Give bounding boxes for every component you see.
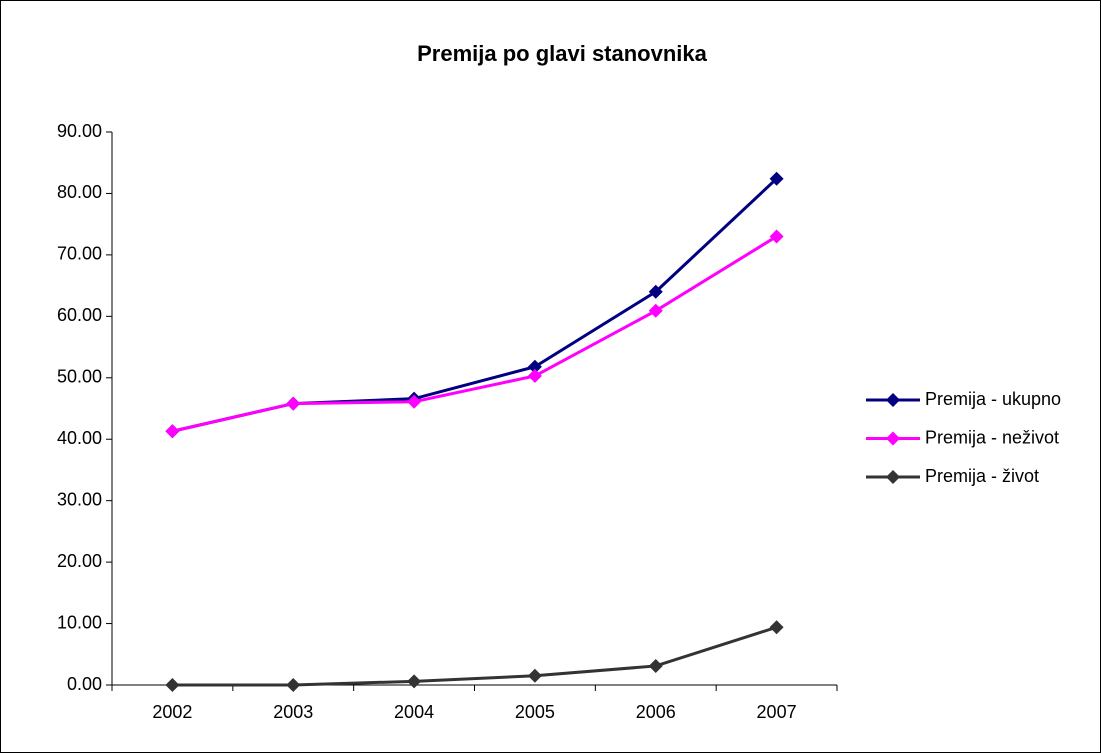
x-tick-label: 2002 (152, 702, 192, 722)
y-tick-label: 40.00 (57, 428, 102, 448)
chart-title: Premija po glavi stanovnika (417, 41, 708, 66)
data-point (769, 620, 784, 635)
data-point (648, 658, 663, 673)
x-tick-label: 2004 (394, 702, 434, 722)
data-point (165, 678, 180, 692)
y-tick-label: 60.00 (57, 305, 102, 325)
legend-label: Premija - ukupno (925, 389, 1061, 409)
data-point (286, 678, 301, 692)
y-tick-label: 50.00 (57, 367, 102, 387)
legend-label: Premija - život (925, 466, 1039, 486)
x-tick-label: 2003 (273, 702, 313, 722)
y-tick-label: 0.00 (67, 674, 102, 694)
data-point (769, 229, 784, 244)
data-point (648, 303, 663, 318)
legend-marker (886, 431, 900, 446)
y-tick-label: 70.00 (57, 244, 102, 264)
legend-label: Premija - neživot (925, 427, 1059, 447)
y-tick-label: 80.00 (57, 182, 102, 202)
legend-marker (886, 470, 900, 484)
y-tick-label: 20.00 (57, 551, 102, 571)
data-point (527, 668, 542, 683)
data-point (769, 171, 784, 186)
data-point (407, 394, 422, 409)
legend-marker (886, 393, 900, 407)
data-point (648, 284, 663, 299)
y-tick-label: 30.00 (57, 489, 102, 509)
x-tick-label: 2007 (757, 702, 797, 722)
data-point (527, 368, 542, 383)
y-tick-label: 90.00 (57, 121, 102, 141)
data-point (527, 359, 542, 374)
series-line (172, 625, 778, 687)
x-tick-label: 2005 (515, 702, 555, 722)
data-point (286, 396, 301, 411)
data-point (407, 674, 422, 689)
x-tick-label: 2006 (636, 702, 676, 722)
series-line (172, 235, 778, 433)
y-tick-label: 10.00 (57, 612, 102, 632)
data-point (165, 424, 180, 439)
